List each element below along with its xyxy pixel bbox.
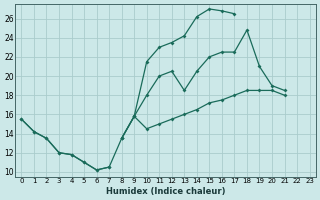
X-axis label: Humidex (Indice chaleur): Humidex (Indice chaleur) xyxy=(106,187,225,196)
